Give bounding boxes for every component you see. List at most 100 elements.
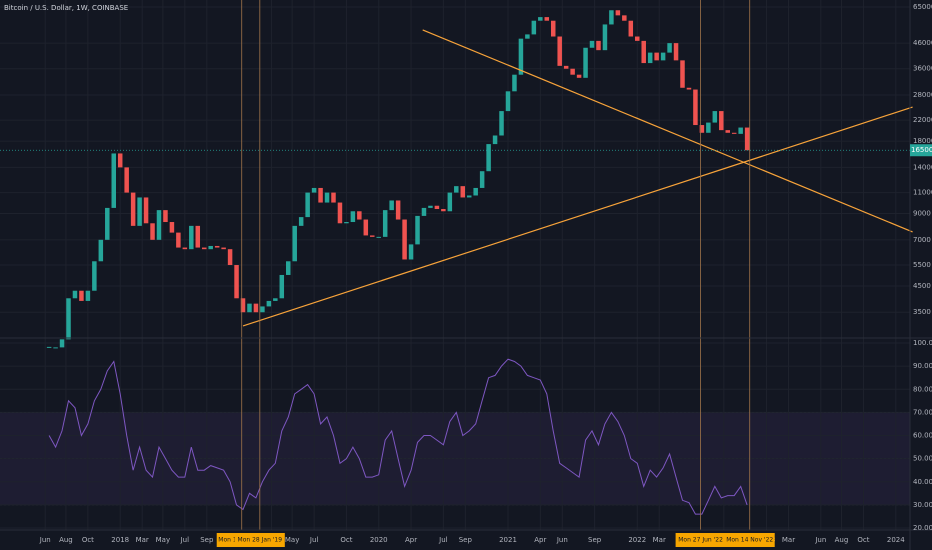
candle: [350, 211, 356, 223]
candle: [195, 225, 201, 248]
candle: [163, 210, 168, 223]
x-tick-label: Mar: [653, 536, 666, 544]
candle: [370, 235, 375, 237]
date-marker-label: Mon 28 Jan '19: [238, 537, 283, 544]
candle: [72, 290, 78, 299]
candle: [428, 205, 433, 208]
x-tick-label: Jun: [814, 536, 826, 544]
candle: [389, 200, 394, 211]
candle: [647, 52, 653, 64]
candle: [169, 222, 175, 233]
candle: [635, 36, 640, 41]
chart-title: Bitcoin / U.S. Dollar, 1W, COINBASE: [4, 4, 128, 12]
candle: [596, 40, 601, 51]
candle: [408, 244, 414, 260]
candle: [667, 43, 672, 53]
candle: [176, 232, 181, 248]
candle: [305, 192, 310, 218]
y-tick-label: 36000: [913, 65, 932, 73]
date-marker-label: Mon 14 Nov '22: [726, 537, 773, 544]
candle: [363, 219, 369, 236]
candle: [253, 303, 259, 313]
candle: [214, 245, 220, 248]
candle: [382, 210, 388, 237]
candle: [744, 127, 750, 151]
candle: [286, 261, 291, 275]
trendline: [242, 106, 913, 327]
y-tick-label: 46000: [913, 39, 932, 47]
candle: [557, 36, 562, 66]
candle: [602, 24, 608, 51]
candle: [641, 40, 646, 64]
candle: [273, 298, 278, 301]
y2-tick-label: 20.00: [913, 524, 932, 532]
x-tick-label: Jul: [180, 536, 190, 544]
x-tick-label: Jul: [438, 536, 448, 544]
date-marker-box: [234, 533, 285, 547]
x-tick-label: 2020: [370, 536, 388, 544]
candle: [111, 153, 116, 208]
x-tick-label: Sep: [200, 536, 214, 544]
date-marker-box: [724, 533, 775, 547]
candle: [221, 247, 226, 250]
candle: [699, 125, 705, 133]
candle: [538, 17, 543, 21]
candle: [725, 130, 730, 133]
candle: [53, 347, 58, 349]
candle: [156, 210, 162, 240]
candle: [499, 111, 504, 136]
x-tick-label: Sep: [459, 536, 473, 544]
candle: [421, 207, 427, 216]
x-tick-label: May: [156, 536, 170, 544]
x-tick-label: Jun: [556, 536, 568, 544]
candle: [518, 38, 524, 75]
candle: [150, 223, 155, 240]
x-tick-label: Aug: [835, 536, 849, 544]
candle: [124, 167, 129, 193]
y-tick-label: 22000: [913, 116, 932, 124]
candle: [447, 192, 453, 212]
last-price-box: [910, 144, 932, 157]
candle: [66, 298, 71, 340]
candle: [266, 300, 272, 307]
candle: [673, 43, 679, 61]
candle: [247, 303, 252, 313]
candle: [550, 20, 556, 37]
y2-tick-label: 40.00: [913, 478, 932, 486]
y-tick-label: 65000: [913, 3, 932, 11]
candle: [98, 239, 104, 262]
candle: [376, 236, 381, 238]
candle: [402, 219, 407, 260]
y-tick-label: 18000: [913, 137, 932, 145]
candle: [357, 211, 362, 220]
y-tick-label: 14000: [913, 163, 932, 171]
x-tick-label: Apr: [534, 536, 546, 544]
trendline: [422, 29, 913, 233]
candle: [706, 122, 711, 133]
candle: [311, 187, 317, 193]
candle: [46, 346, 52, 348]
candle: [531, 20, 537, 35]
x-tick-label: May: [285, 536, 299, 544]
candle: [85, 290, 91, 301]
candle: [712, 111, 718, 123]
candle: [609, 10, 614, 25]
x-tick-label: Jun: [39, 536, 51, 544]
candle: [615, 10, 621, 16]
x-tick-label: 2021: [499, 536, 517, 544]
candle: [201, 247, 207, 250]
last-price-label: 16500: [911, 146, 932, 154]
candle: [512, 74, 517, 92]
y-tick-label: 5500: [913, 261, 931, 269]
y-tick-label: 9000: [913, 210, 931, 218]
candle: [279, 274, 285, 299]
x-tick-label: Oct: [340, 536, 352, 544]
marks: [0, 0, 913, 530]
candle: [234, 265, 239, 299]
x-tick-label: Mar: [782, 536, 795, 544]
candle: [492, 135, 498, 145]
x-tick-label: Apr: [405, 536, 417, 544]
y-tick-label: 3500: [913, 308, 931, 316]
x-tick-label: Sep: [588, 536, 602, 544]
